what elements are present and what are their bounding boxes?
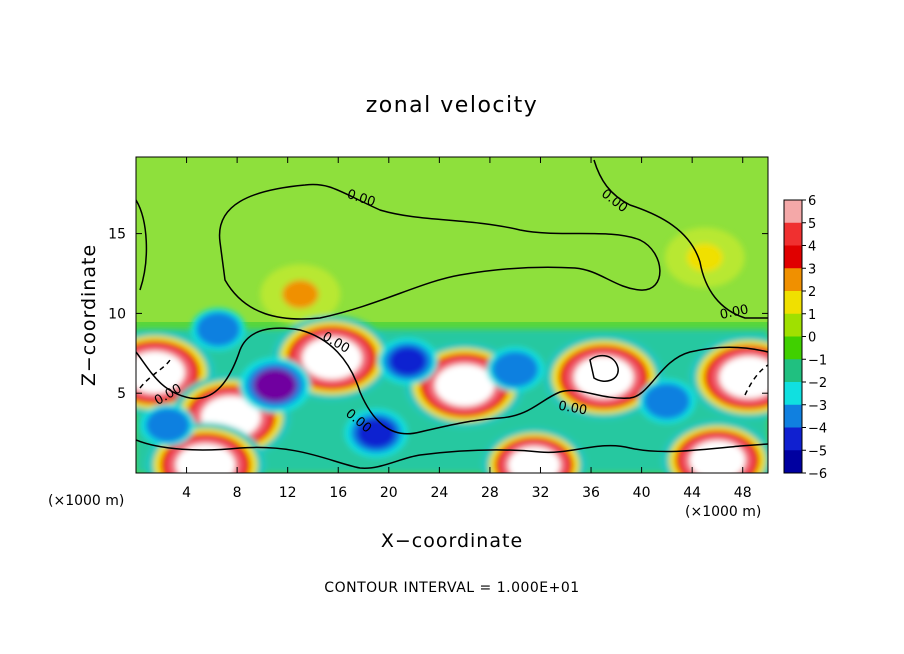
field-feature bbox=[260, 264, 341, 325]
x-tick-label: 20 bbox=[380, 485, 398, 501]
x-tick-label: 24 bbox=[430, 485, 448, 501]
x-tick-label: 32 bbox=[532, 485, 550, 501]
x-unit-label-right: (×1000 m) bbox=[685, 504, 761, 520]
field-feature bbox=[543, 334, 664, 420]
field-feature bbox=[344, 408, 408, 458]
colorbar-label: −3 bbox=[808, 399, 827, 414]
y-tick-label: 5 bbox=[117, 386, 126, 402]
colorbar-swatch bbox=[784, 382, 802, 406]
colorbar-swatch bbox=[784, 291, 802, 315]
contour-label: 0.00 bbox=[719, 302, 750, 323]
contour-zero-right bbox=[593, 159, 768, 319]
feature-ring bbox=[689, 440, 746, 473]
colorbar-label: −4 bbox=[808, 422, 827, 437]
upper-field bbox=[136, 157, 768, 322]
contour-zero-left bbox=[136, 199, 148, 291]
feature-ring bbox=[302, 336, 362, 380]
feature-ring bbox=[497, 355, 533, 383]
colorbar-swatch bbox=[784, 404, 802, 428]
field-feature bbox=[661, 420, 768, 473]
colorbar-swatch bbox=[784, 336, 802, 360]
colorbar-label: 5 bbox=[808, 217, 816, 232]
field-feature bbox=[239, 357, 311, 413]
colorbar-label: 0 bbox=[808, 331, 816, 346]
colorbar-label: 1 bbox=[808, 308, 816, 323]
x-tick-label: 12 bbox=[279, 485, 297, 501]
contour-lines bbox=[136, 159, 768, 469]
plot-area: 0.00 0.000.000.000.000.00 0.00 bbox=[135, 156, 769, 474]
colorbar-label: 4 bbox=[808, 240, 816, 255]
chart-title: zonal velocity bbox=[366, 93, 539, 118]
contour-dashed-left bbox=[139, 359, 171, 389]
x-unit-label-left: (×1000 m) bbox=[48, 493, 124, 509]
feature-ring bbox=[389, 346, 427, 376]
y-axis-title: Z−coordinate bbox=[78, 244, 100, 386]
field-feature bbox=[481, 427, 587, 473]
feature-ring bbox=[175, 443, 236, 473]
x-axis: 4 8 12 16 20 24 28 32 36 40 44 48 bbox=[182, 157, 752, 501]
feature-ring bbox=[434, 364, 495, 407]
feature-ring bbox=[356, 418, 396, 449]
field-feature bbox=[377, 337, 438, 385]
y-axis: 5 10 15 bbox=[108, 227, 768, 402]
x-axis-title: X−coordinate bbox=[381, 530, 523, 552]
colorbar-label: −2 bbox=[808, 376, 827, 391]
colorbar-swatch bbox=[784, 359, 802, 383]
feature-ring bbox=[253, 368, 297, 403]
x-tick-label: 16 bbox=[329, 485, 347, 501]
y-tick-label: 15 bbox=[108, 227, 126, 243]
contour-interval-note: CONTOUR INTERVAL = 1.000E+01 bbox=[324, 580, 579, 596]
feature-ring bbox=[282, 280, 319, 309]
colorbar-swatch bbox=[784, 222, 802, 246]
colorbar-label: −1 bbox=[808, 353, 827, 368]
colorbar: 6 5 4 3 2 1 0 −1 −2 −3 −4 −5 −6 bbox=[783, 194, 827, 482]
field-feature bbox=[140, 404, 195, 447]
colorbar-label: 3 bbox=[808, 262, 816, 277]
x-tick-label: 8 bbox=[233, 485, 242, 501]
contour-dashed-right bbox=[744, 364, 768, 396]
field-feature bbox=[191, 308, 246, 351]
colorbar-label: 2 bbox=[808, 285, 816, 300]
contour-zero-upper bbox=[218, 183, 661, 320]
field-feature bbox=[486, 347, 544, 392]
feature-ring bbox=[573, 356, 634, 399]
field-feature bbox=[136, 329, 215, 415]
contour-zero-bottom bbox=[136, 439, 768, 469]
contour-label: 0.00 bbox=[557, 399, 588, 419]
x-tick-label: 48 bbox=[734, 485, 752, 501]
feature-ring bbox=[649, 387, 685, 415]
field-feature bbox=[638, 378, 696, 424]
x-tick-label: 40 bbox=[633, 485, 651, 501]
feature-ring bbox=[150, 412, 185, 439]
colorbar-swatch bbox=[784, 245, 802, 269]
y-tick-label: 10 bbox=[108, 306, 126, 322]
colorbar-swatch bbox=[784, 200, 802, 224]
feature-ring bbox=[686, 243, 723, 272]
plot-frame bbox=[135, 156, 769, 474]
colorbar-label: −6 bbox=[808, 467, 827, 482]
colorbar-label: 6 bbox=[808, 194, 816, 209]
colorbar-swatch bbox=[784, 268, 802, 292]
contour-zero-middle bbox=[136, 327, 768, 435]
feature-ring bbox=[136, 351, 185, 394]
colorbar-swatch bbox=[784, 450, 802, 474]
colorbar-label: −5 bbox=[808, 444, 827, 459]
feature-ring bbox=[508, 446, 561, 473]
colorbar-swatch bbox=[784, 427, 802, 451]
feature-ring bbox=[719, 356, 768, 399]
field-feature bbox=[689, 334, 768, 420]
contour-inner-right bbox=[589, 354, 619, 382]
x-tick-label: 44 bbox=[683, 485, 701, 501]
x-tick-label: 28 bbox=[481, 485, 499, 501]
x-tick-label: 36 bbox=[582, 485, 600, 501]
feature-ring bbox=[201, 316, 235, 343]
x-tick-label: 4 bbox=[182, 485, 191, 501]
colorbar-swatch bbox=[784, 313, 802, 337]
